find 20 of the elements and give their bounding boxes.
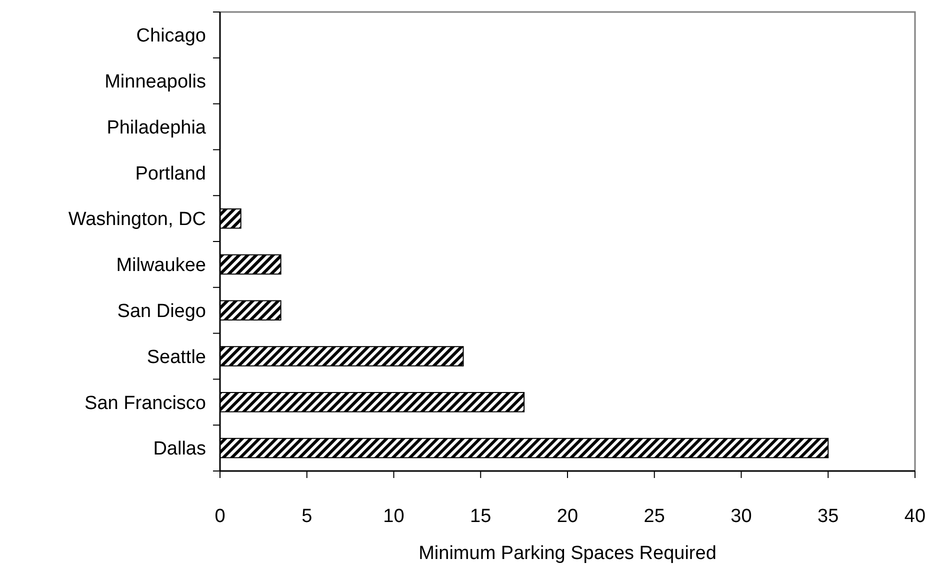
x-axis-title: Minimum Parking Spaces Required	[418, 543, 716, 564]
x-tick-label: 20	[556, 506, 578, 527]
x-tick-label: 0	[214, 506, 226, 527]
y-tick-label: San Francisco	[84, 392, 206, 414]
y-tick-label: Washington, DC	[68, 209, 206, 230]
x-tick-label: 40	[904, 506, 926, 527]
x-tick-label: 35	[818, 506, 839, 527]
x-tick-label: 5	[302, 506, 312, 527]
y-tick-label: Chicago	[136, 26, 206, 47]
y-tick-label: Dallas	[153, 438, 206, 460]
y-tick-label: San Diego	[117, 301, 206, 322]
y-tick-label: Minneapolis	[104, 72, 206, 92]
x-tick-label: 30	[730, 506, 752, 527]
x-tick-label: 15	[470, 506, 492, 527]
y-tick-label: Seattle	[146, 346, 206, 368]
y-tick-label: Philadephia	[106, 117, 206, 138]
y-tick-label: Portland	[135, 163, 206, 184]
y-tick-label: Milwaukee	[116, 255, 206, 276]
x-tick-label: 10	[383, 506, 404, 527]
x-tick-label: 25	[644, 506, 665, 527]
